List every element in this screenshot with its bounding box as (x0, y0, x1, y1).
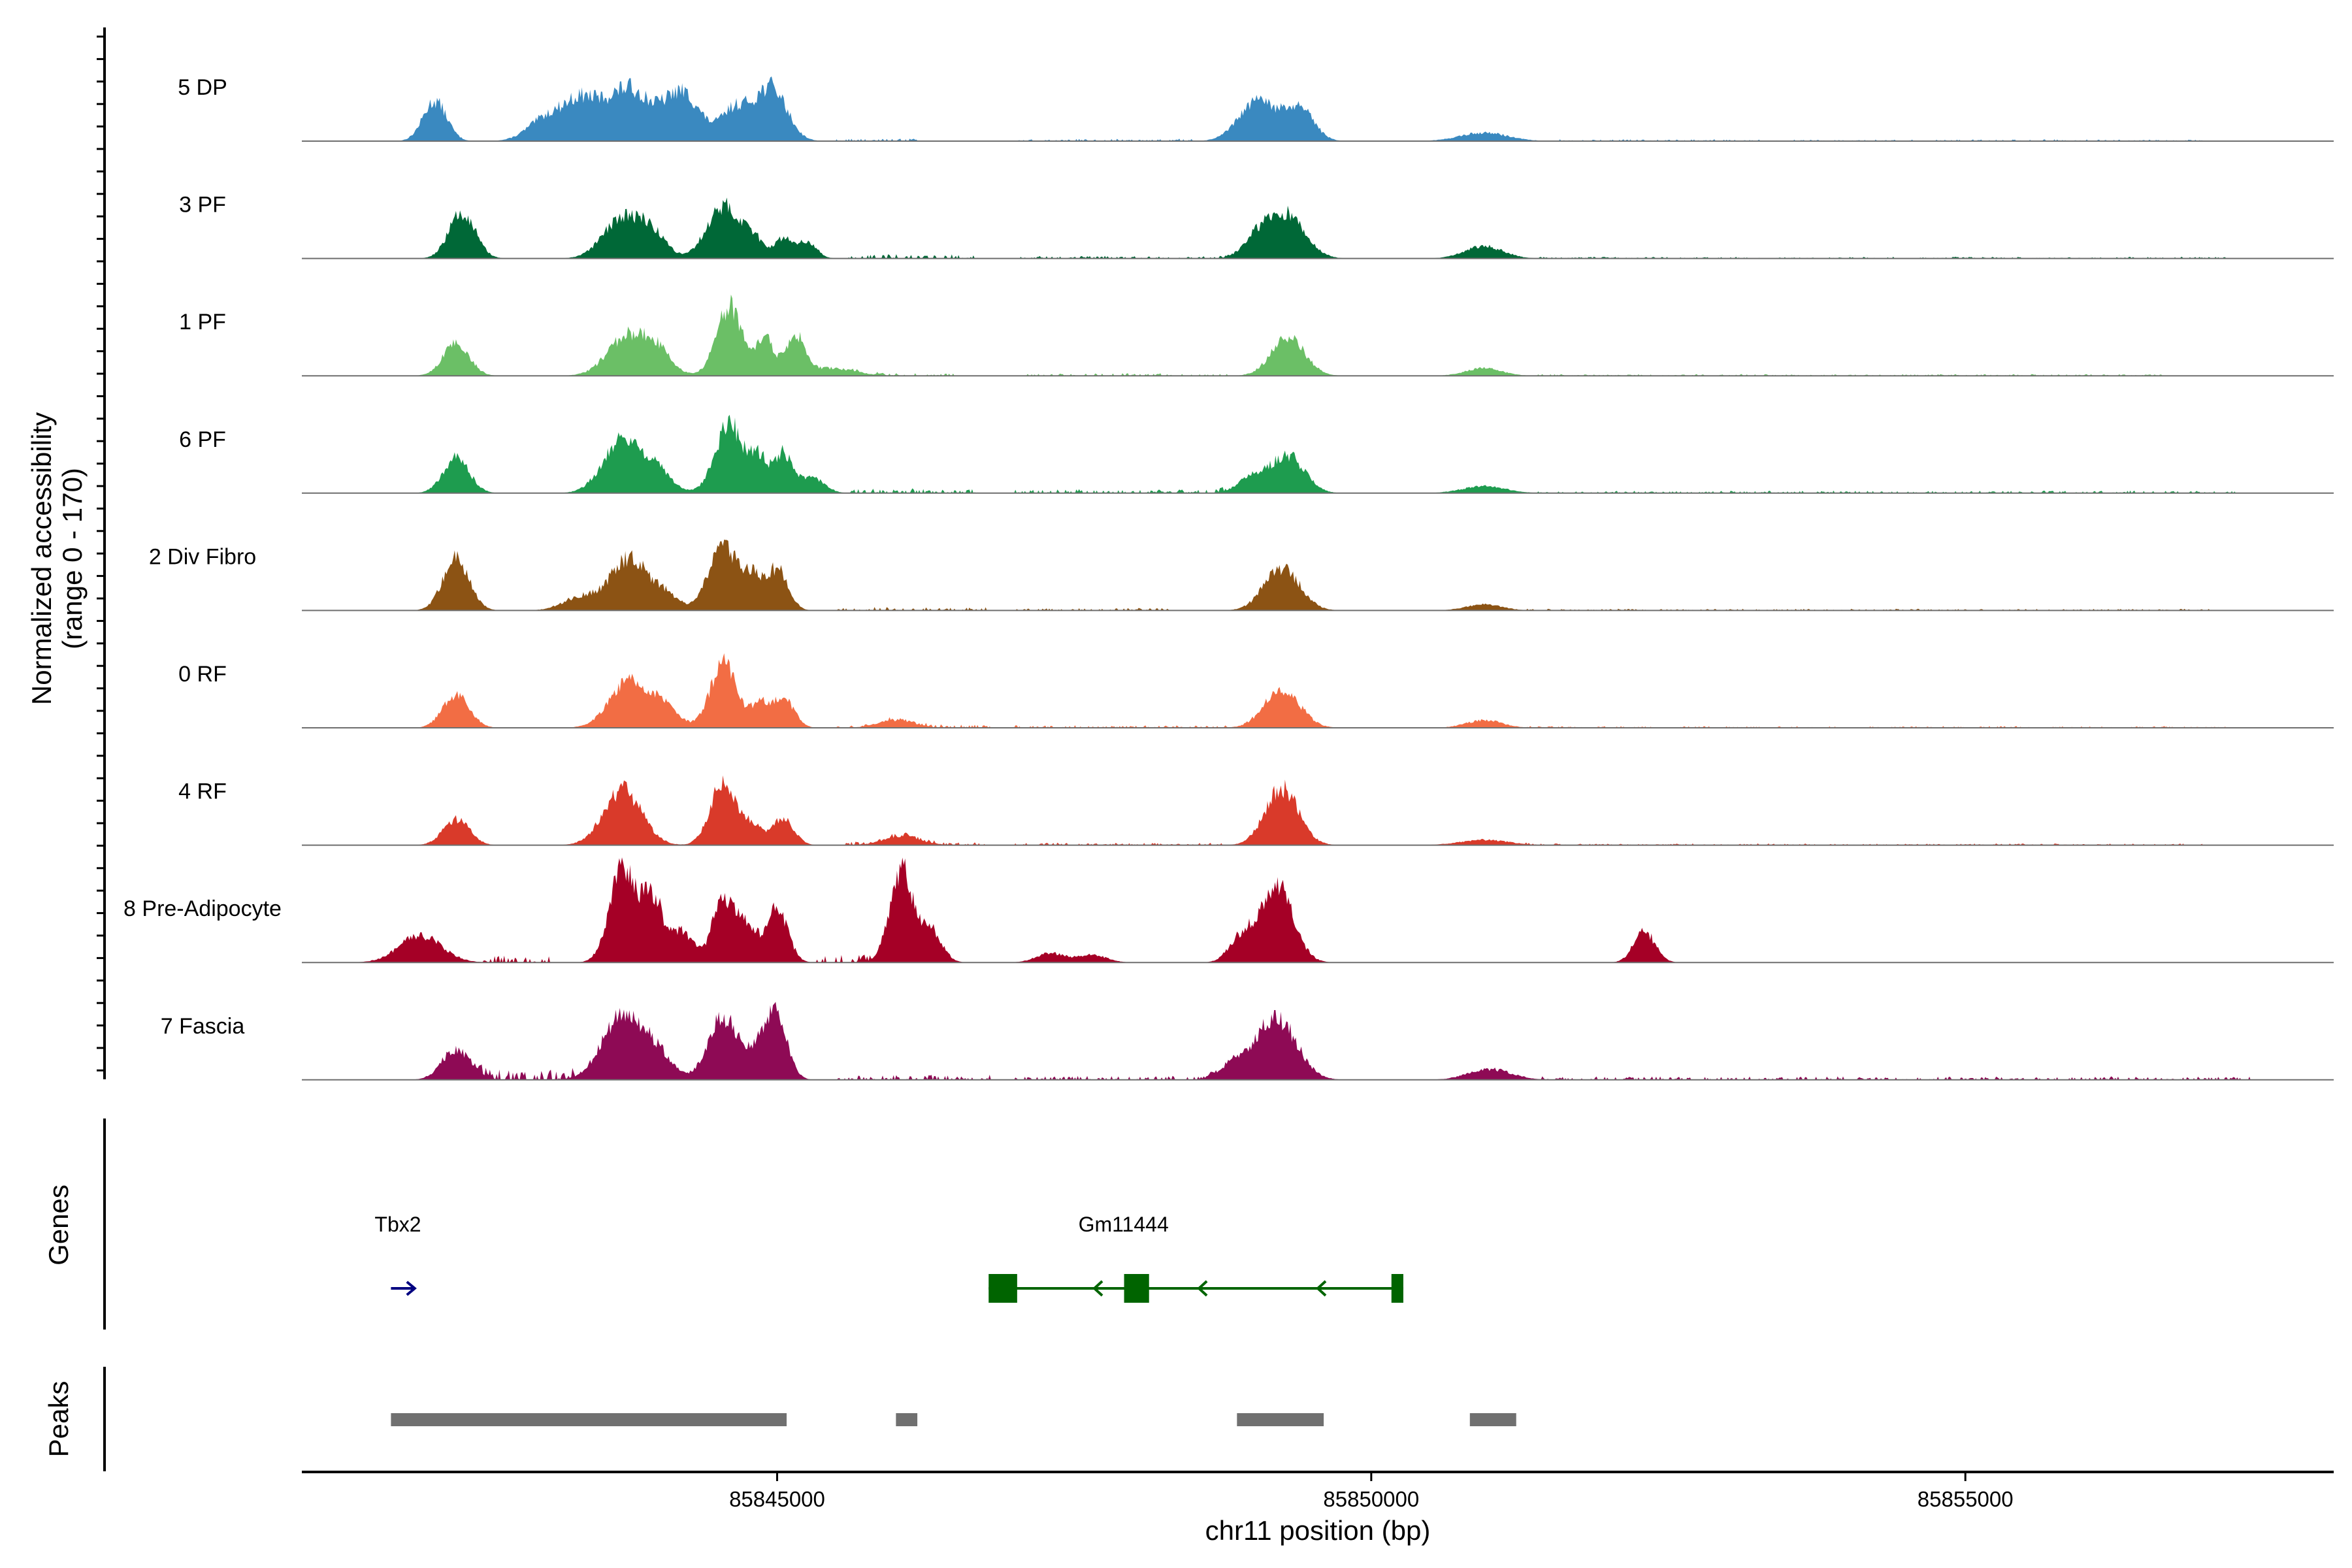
track-label: 2 Div Fibro (149, 544, 256, 569)
coverage-area (391, 653, 2227, 728)
strand-arrow (1316, 1280, 1327, 1297)
genes-panel: Genes Tbx2 Gm11444 (43, 1119, 1403, 1330)
peaks-panel: Peaks (43, 1367, 1516, 1471)
coverage-area (391, 76, 2203, 141)
y-axis-label: Normalized accessibility (26, 412, 57, 705)
coverage-track: 6 PF (179, 414, 2334, 494)
coverage-track: 8 Pre-Adipocyte (123, 857, 2334, 964)
strand-arrow (1092, 1280, 1103, 1297)
coverage-area (391, 197, 2227, 259)
coverage-area (391, 414, 2239, 493)
x-axis: 85845000 85850000 85855000 chr11 position … (302, 1471, 2334, 1546)
y-axis (97, 27, 106, 1079)
track-label: 0 RF (178, 662, 227, 687)
coverage-track: 7 Fascia (161, 1002, 2334, 1081)
gene-label: Gm11444 (1079, 1213, 1169, 1236)
x-tick-label: 85850000 (1323, 1487, 1419, 1511)
coverage-area (391, 294, 2168, 376)
track-label: 8 Pre-Adipocyte (123, 896, 282, 921)
coverage-track: 0 RF (178, 653, 2334, 728)
coverage-track: 5 DP (178, 75, 2334, 142)
coverage-area (391, 1002, 2251, 1080)
coverage-area (391, 775, 2203, 845)
peak-region (1237, 1413, 1324, 1426)
peak-region (896, 1413, 918, 1426)
track-label: 6 PF (179, 427, 226, 452)
x-tick-label: 85845000 (729, 1487, 825, 1511)
gene-exon (988, 1274, 1017, 1303)
gene-model: Gm11444 (988, 1213, 1403, 1303)
coverage-track: 1 PF (179, 294, 2334, 377)
x-tick-label: 85855000 (1918, 1487, 2014, 1511)
gene-model: Tbx2 (374, 1213, 421, 1296)
genes-panel-label: Genes (43, 1184, 74, 1266)
coverage-track: 4 RF (178, 775, 2334, 846)
track-label: 5 DP (178, 75, 227, 100)
gene-exon (1124, 1274, 1149, 1303)
peak-bars (391, 1413, 1516, 1426)
gene-exon (1391, 1274, 1403, 1303)
coverage-area (391, 539, 2215, 611)
gene-label: Tbx2 (374, 1213, 421, 1236)
track-label: 1 PF (179, 310, 226, 335)
coverage-area (356, 857, 1677, 963)
peak-region (391, 1413, 787, 1426)
coverage-track: 2 Div Fibro (149, 539, 2334, 612)
strand-arrow (406, 1281, 417, 1296)
gene-models: Tbx2 Gm11444 (374, 1213, 1403, 1303)
track-label: 7 Fascia (161, 1014, 245, 1039)
strand-arrow (1197, 1280, 1208, 1297)
track-label: 4 RF (178, 779, 227, 804)
peak-region (1469, 1413, 1516, 1426)
peaks-panel-label: Peaks (43, 1381, 74, 1458)
track-label: 3 PF (179, 193, 226, 218)
coverage-track: 3 PF (179, 193, 2334, 259)
x-ticks: 85845000 85850000 85855000 (729, 1472, 2014, 1511)
coverage-tracks: 5 DP 3 PF 1 PF 6 PF 2 Div Fibro 0 RF 4 RF 8 Pre… (123, 75, 2334, 1081)
y-axis-range-label: (range 0 - 170) (57, 468, 88, 649)
x-axis-label: chr11 position (bp) (1205, 1515, 1431, 1546)
